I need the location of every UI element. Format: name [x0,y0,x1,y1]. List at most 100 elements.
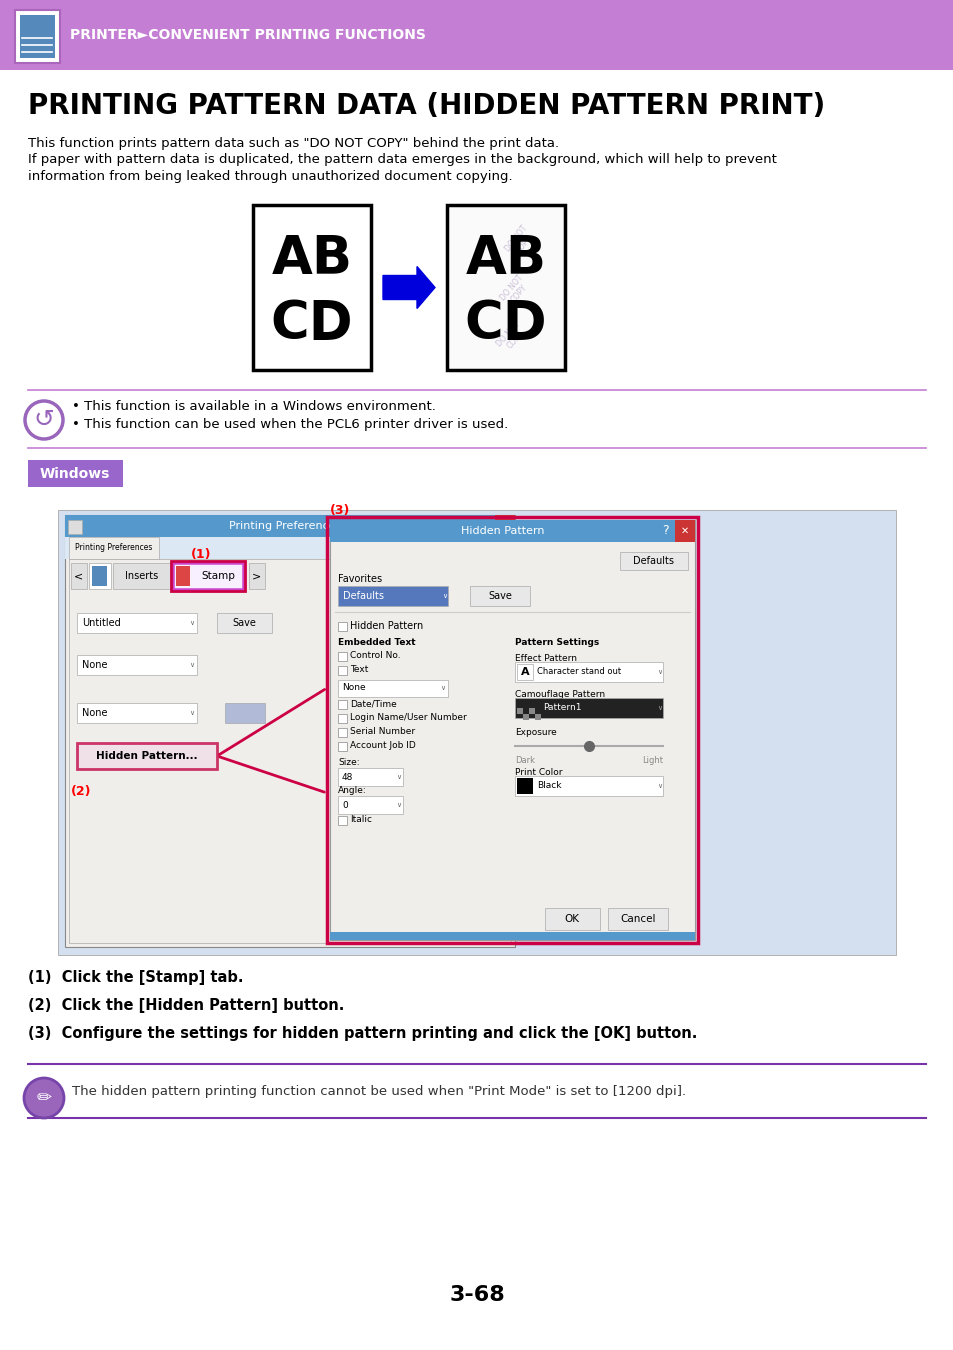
Bar [330,931,695,940]
Text: Effect Pattern: Effect Pattern [515,653,577,663]
Text: ∨: ∨ [395,802,400,809]
Text: ✕: ✕ [500,521,509,531]
Bar [495,514,515,537]
Text: (1)  Click the [Stamp] tab.: (1) Click the [Stamp] tab. [28,971,243,986]
Text: Embedded Text: Embedded Text [337,639,416,647]
Bar [517,707,522,714]
Text: (2)  Click the [Hidden Pattern] button.: (2) Click the [Hidden Pattern] button. [28,998,344,1012]
Text: 3-68: 3-68 [449,1285,504,1305]
Bar [89,563,111,589]
Bar [91,566,107,586]
Circle shape [24,1079,64,1118]
Text: Login Name/User Number: Login Name/User Number [350,714,466,722]
Text: Size:: Size: [337,757,359,767]
Bar [0,0,953,70]
Bar [337,666,347,675]
Bar [172,563,243,589]
Text: Stamp:: Stamp: [77,643,112,653]
Text: ✏: ✏ [36,1089,51,1107]
Text: AB: AB [272,234,353,285]
Text: Overlays:: Overlays: [77,691,123,701]
FancyArrow shape [382,266,435,309]
Bar [447,205,564,370]
Text: If paper with pattern data is duplicated, the pattern data emerges in the backgr: If paper with pattern data is duplicated… [28,153,776,166]
Text: A: A [520,667,529,676]
Bar [171,562,245,591]
Text: ?: ? [661,525,668,537]
Bar [77,655,196,675]
Bar [619,552,687,570]
Bar [337,728,347,737]
Bar [337,815,347,825]
Text: ∨: ∨ [657,670,661,675]
Bar [337,622,347,630]
Bar [337,714,347,724]
Text: PRINTER►CONVENIENT PRINTING FUNCTIONS: PRINTER►CONVENIENT PRINTING FUNCTIONS [70,28,425,42]
Text: (1): (1) [191,548,212,562]
Text: Printing Preferences: Printing Preferences [229,521,341,531]
Text: Hidden Pattern: Hidden Pattern [350,621,423,630]
Bar [65,514,515,946]
Text: 0: 0 [341,801,348,810]
Text: Defaults: Defaults [633,556,674,566]
Bar [675,520,695,541]
Bar [225,703,265,724]
Text: 48: 48 [341,772,353,782]
Bar [175,566,190,586]
Bar [497,535,511,917]
Bar [249,563,265,589]
Bar [68,520,82,535]
Text: Exposure: Exposure [515,728,557,737]
Text: Italic: Italic [350,815,372,825]
Bar [470,586,530,606]
Bar [77,703,196,724]
Text: Print Color: Print Color [515,768,562,778]
Text: >: > [253,571,261,580]
Circle shape [25,401,63,439]
Text: ∨: ∨ [189,620,193,626]
Bar [69,559,511,944]
Text: (3)  Configure the settings for hidden pattern printing and click the [OK] butto: (3) Configure the settings for hidden pa… [28,1026,697,1041]
Bar [607,909,667,930]
Bar [337,680,448,697]
Text: Hidden Pattern...: Hidden Pattern... [96,751,197,761]
Text: ∨: ∨ [395,774,400,780]
Text: Defaults: Defaults [343,591,384,601]
Bar [515,776,662,796]
Bar [337,701,347,709]
Bar [15,9,60,63]
Bar [544,909,599,930]
Bar [515,662,662,682]
Text: ∨: ∨ [189,662,193,668]
Text: • This function is available in a Windows environment.: • This function is available in a Window… [71,400,436,413]
Text: CD: CD [271,298,353,350]
Bar [253,205,371,370]
Text: OK: OK [564,914,578,923]
Bar [330,520,695,541]
Text: AB: AB [465,234,546,285]
Text: Account Job ID: Account Job ID [350,741,416,751]
Bar [529,707,535,714]
Text: Character stand out: Character stand out [537,667,620,676]
Bar [28,460,123,487]
Text: DO NOT
COPY: DO NOT COPY [503,224,537,259]
Text: Save: Save [232,618,255,628]
Text: Cancel: Cancel [619,914,655,923]
Bar [535,714,540,720]
Text: Pattern Settings: Pattern Settings [515,639,598,647]
Text: This function prints pattern data such as "DO NOT COPY" behind the print data.: This function prints pattern data such a… [28,136,558,150]
Text: The hidden pattern printing function cannot be used when "Print Mode" is set to : The hidden pattern printing function can… [71,1085,685,1098]
Bar [517,778,533,794]
Bar [77,743,216,770]
Text: Light: Light [641,756,662,765]
Text: • This function can be used when the PCL6 printer driver is used.: • This function can be used when the PCL… [71,418,508,431]
Text: Control No.: Control No. [350,652,400,660]
Bar [65,514,515,537]
Text: Hidden Pattern: Hidden Pattern [460,526,543,536]
Text: Save: Save [488,591,512,601]
Bar [327,517,698,944]
Bar [337,743,347,751]
Text: Favorites: Favorites [337,574,382,585]
Text: ∨: ∨ [439,684,445,691]
Text: DO NOT
COPY: DO NOT COPY [495,320,529,355]
